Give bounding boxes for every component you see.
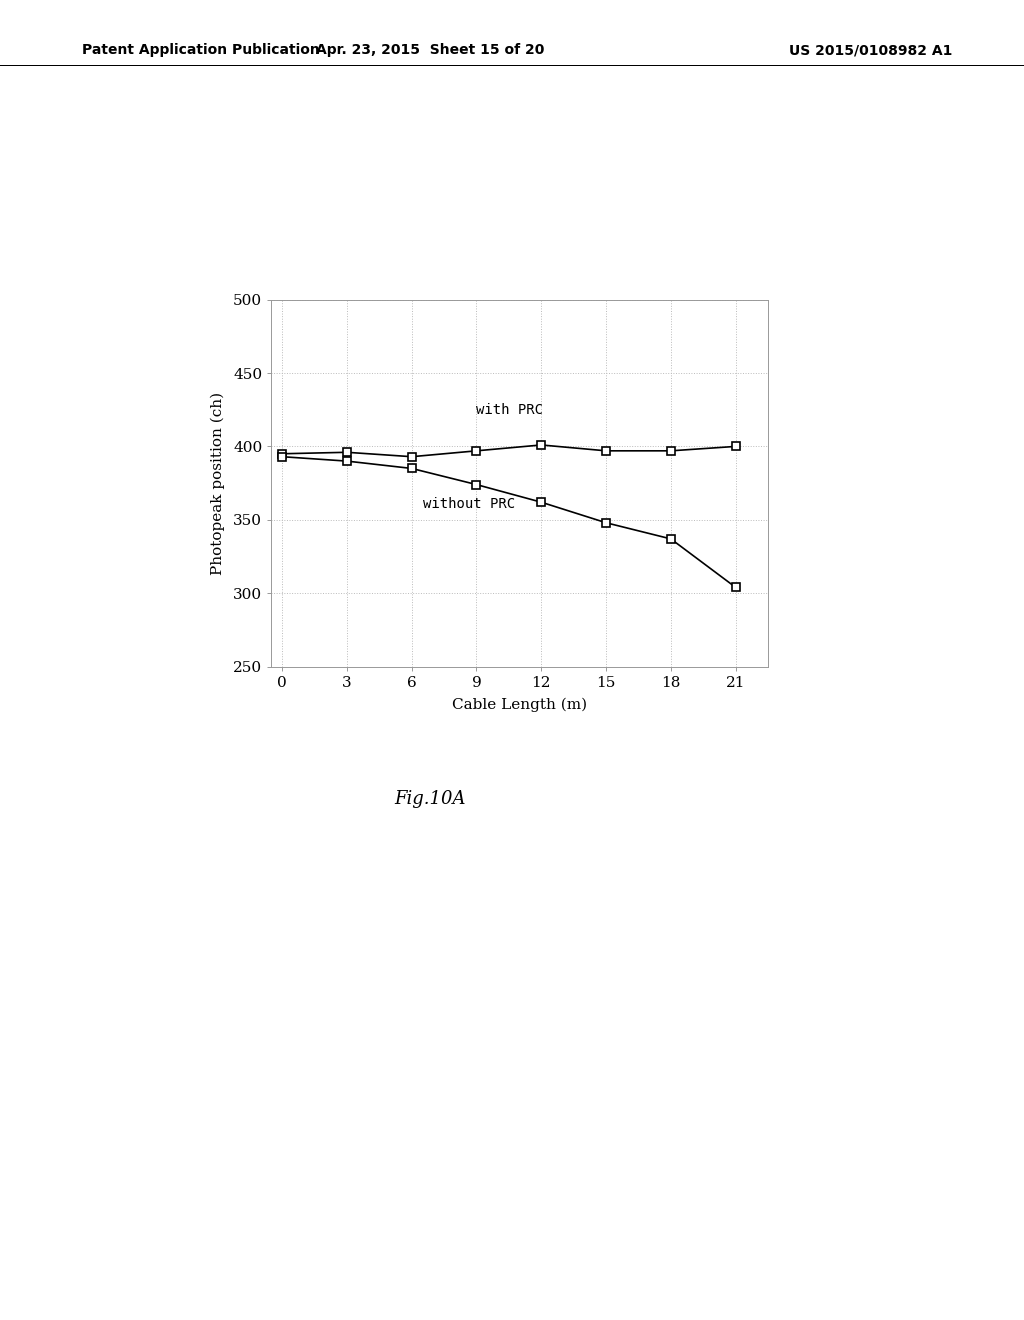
Y-axis label: Photopeak position (ch): Photopeak position (ch): [210, 392, 224, 574]
Text: Fig.10A: Fig.10A: [394, 789, 466, 808]
X-axis label: Cable Length (m): Cable Length (m): [453, 698, 587, 713]
Text: Apr. 23, 2015  Sheet 15 of 20: Apr. 23, 2015 Sheet 15 of 20: [315, 44, 545, 57]
Text: with PRC: with PRC: [476, 403, 544, 417]
Text: without PRC: without PRC: [423, 498, 515, 511]
Text: Patent Application Publication: Patent Application Publication: [82, 44, 319, 57]
Text: US 2015/0108982 A1: US 2015/0108982 A1: [788, 44, 952, 57]
